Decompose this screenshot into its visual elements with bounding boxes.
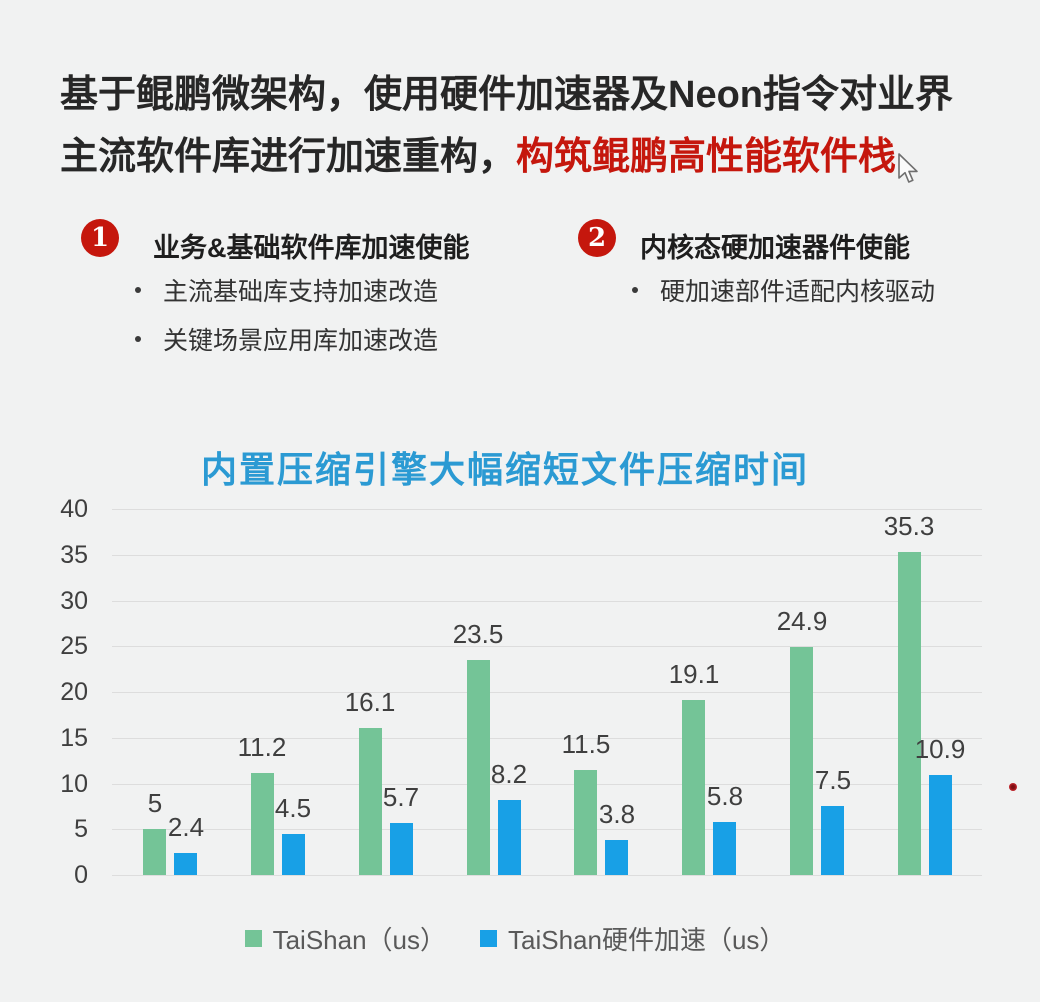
bar-TaiShan硬件加速（us）-group-1 [174,853,197,875]
bar-value-label: 4.5 [274,793,312,823]
bar-TaiShan（us）-group-1 [143,829,166,875]
section-2-bullet-1-text: 硬加速部件适配内核驱动 [660,278,936,306]
page-title-highlight: 构筑鲲鹏高性能软件栈 [516,136,897,178]
y-axis-tick-label: 30 [60,587,88,615]
page-title-line2-prefix: 主流软件库进行加速重构， [60,136,517,178]
legend-item-taishan: TaiShan（us） [244,920,446,957]
bar-TaiShan（us）-group-7 [790,647,813,875]
bar-value-label: 2.4 [167,812,205,842]
legend-swatch-green [244,930,262,947]
section-1-bullet-2: 关键场景应用库加速改造 [135,321,438,357]
bar-TaiShan硬件加速（us）-group-7 [821,806,844,875]
bar-value-label: 23.5 [452,619,504,649]
section-1-number-badge: 1 [81,219,119,257]
section-1-bullet-2-text: 关键场景应用库加速改造 [163,327,439,355]
gridline [112,555,982,556]
section-1-bullet-1-text: 主流基础库支持加速改造 [163,278,439,306]
section-1-title: 业务&基础软件库加速使能 [153,233,470,263]
gridline [112,829,982,830]
bar-value-label: 7.5 [814,765,852,795]
laser-dot-icon [1009,783,1017,791]
section-2-bullet-1: 硬加速部件适配内核驱动 [632,272,935,308]
y-axis-tick-label: 15 [60,724,88,752]
legend-label-taishan: TaiShan（us） [272,925,446,955]
bar-TaiShan硬件加速（us）-group-2 [282,834,305,875]
bar-TaiShan硬件加速（us）-group-5 [605,840,628,875]
bar-value-label: 10.9 [914,734,966,764]
chart-title: 内置压缩引擎大幅缩短文件压缩时间 [200,449,809,490]
bar-TaiShan（us）-group-4 [467,660,490,875]
page-title: 基于鲲鹏微架构，使用硬件加速器及Neon指令对业界 主流软件库进行加速重构，构筑… [60,64,960,188]
bullet-dot-icon [135,336,141,342]
gridline [112,601,982,602]
y-axis-tick-label: 5 [74,815,88,843]
page-title-line1: 基于鲲鹏微架构，使用硬件加速器及Neon指令对业界 [60,74,954,116]
bar-value-label: 35.3 [883,511,935,541]
bar-value-label: 5.7 [382,782,420,812]
bar-TaiShan（us）-group-3 [359,728,382,875]
y-axis-tick-label: 0 [74,861,88,889]
bar-value-label: 16.1 [344,687,396,717]
bar-TaiShan（us）-group-6 [682,700,705,875]
bullet-dot-icon [632,287,638,293]
y-axis-tick-label: 25 [60,632,88,660]
bar-value-label: 11.5 [561,729,611,759]
bar-value-label: 8.2 [490,759,528,789]
gridline [112,509,982,510]
y-axis-tick-label: 20 [60,678,88,706]
bar-TaiShan（us）-group-5 [574,770,597,875]
section-2-number: 2 [587,223,607,253]
bar-TaiShan硬件加速（us）-group-4 [498,800,521,875]
section-2-number-badge: 2 [578,219,616,257]
section-1-bullet-1: 主流基础库支持加速改造 [135,272,438,308]
gridline [112,784,982,785]
legend-label-taishan-hw: TaiShan硬件加速（us） [508,925,786,955]
gridline [112,875,982,876]
bar-value-label: 19.1 [668,659,720,689]
y-axis-tick-label: 10 [60,770,88,798]
bar-TaiShan（us）-group-2 [251,773,274,875]
section-2-title: 内核态硬加速器件使能 [640,233,910,263]
bar-value-label: 3.8 [598,799,636,829]
gridline [112,646,982,647]
bar-TaiShan（us）-group-8 [898,552,921,875]
legend-item-taishan-hw: TaiShan硬件加速（us） [480,920,785,957]
bar-value-label: 5.8 [706,781,744,811]
bullet-dot-icon [135,287,141,293]
section-1-number: 1 [90,223,110,253]
bar-TaiShan硬件加速（us）-group-3 [390,823,413,875]
bar-value-label: 5 [147,788,163,818]
bar-TaiShan硬件加速（us）-group-6 [713,822,736,875]
bar-value-label: 24.9 [776,606,828,636]
legend-swatch-blue [480,930,497,947]
y-axis-tick-label: 35 [60,541,88,569]
bar-value-label: 11.2 [237,732,287,762]
page-title-line2: 主流软件库进行加速重构，构筑鲲鹏高性能软件栈 [60,126,960,188]
bar-TaiShan硬件加速（us）-group-8 [929,775,952,875]
gridline [112,692,982,693]
chart-legend: TaiShan（us） TaiShan硬件加速（us） [0,920,1030,957]
gridline [112,738,982,739]
mouse-cursor-icon [898,153,918,183]
y-axis-tick-label: 40 [60,495,88,523]
